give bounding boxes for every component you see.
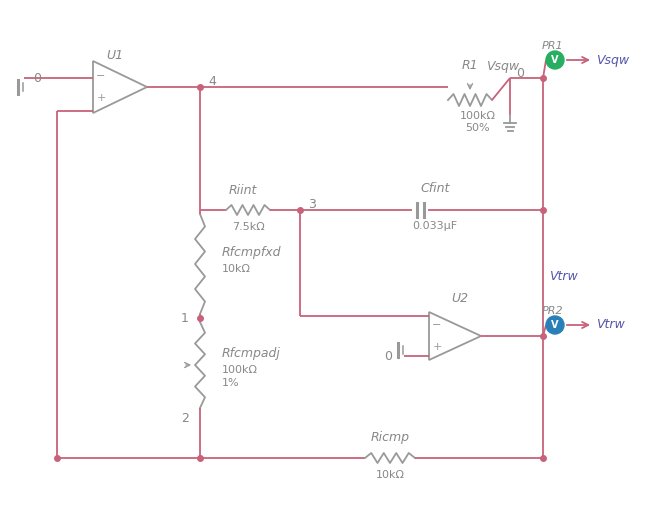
Text: 7.5kΩ: 7.5kΩ [231, 222, 264, 232]
Text: 0.033µF: 0.033µF [413, 221, 458, 231]
Text: U2: U2 [452, 292, 468, 304]
Text: 1%: 1% [222, 378, 240, 388]
Text: 0: 0 [33, 71, 41, 84]
Text: Rfcmpadj: Rfcmpadj [222, 347, 281, 359]
Text: R1: R1 [462, 59, 478, 71]
Text: 100kΩ: 100kΩ [460, 111, 496, 121]
Text: Vsqw: Vsqw [486, 60, 519, 72]
Text: PR1: PR1 [542, 41, 564, 51]
Text: +: + [97, 93, 106, 103]
Text: Cfint: Cfint [420, 182, 450, 194]
Text: V: V [552, 320, 559, 330]
Text: Vtrw: Vtrw [549, 270, 578, 284]
Text: +: + [432, 342, 442, 352]
Text: 100kΩ: 100kΩ [222, 365, 258, 375]
Text: Vsqw: Vsqw [596, 53, 629, 67]
Text: Ricmp: Ricmp [370, 432, 409, 444]
Text: Riint: Riint [229, 184, 257, 196]
Text: −: − [432, 320, 442, 330]
Text: U1: U1 [107, 48, 123, 62]
Text: Rfcmpfxd: Rfcmpfxd [222, 245, 282, 259]
Text: Vtrw: Vtrw [596, 319, 625, 331]
Text: 0: 0 [516, 67, 524, 79]
Text: 1: 1 [181, 312, 189, 325]
Text: 50%: 50% [466, 123, 491, 133]
Text: 10kΩ: 10kΩ [376, 470, 405, 480]
Text: PR2: PR2 [542, 306, 564, 316]
Text: V: V [552, 55, 559, 65]
Text: 2: 2 [181, 411, 189, 425]
Circle shape [546, 51, 564, 69]
Text: 0: 0 [384, 350, 392, 362]
Text: −: − [97, 71, 106, 81]
Text: 4: 4 [208, 74, 216, 88]
Text: 10kΩ: 10kΩ [222, 264, 251, 274]
Circle shape [546, 316, 564, 334]
Text: 3: 3 [308, 197, 316, 211]
